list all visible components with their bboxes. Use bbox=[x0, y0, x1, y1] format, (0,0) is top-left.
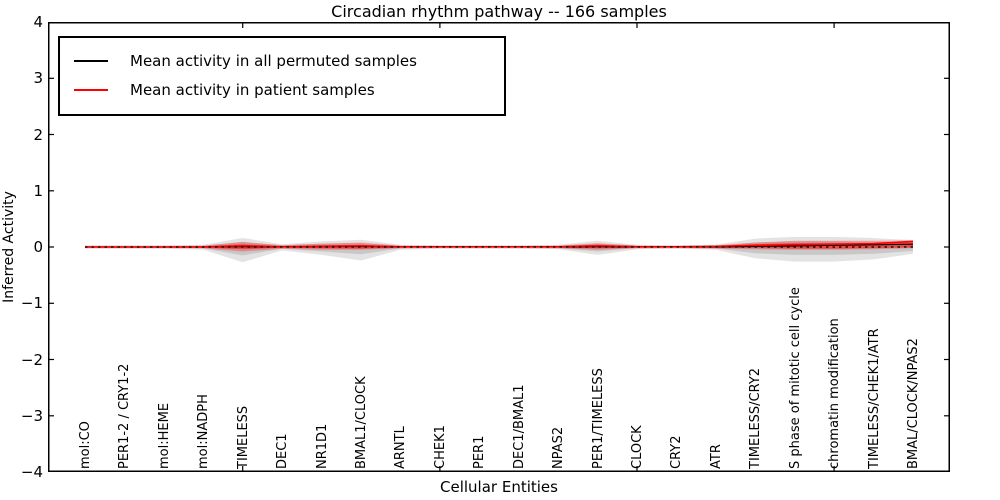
x-category-label: DEC1/BMAL1 bbox=[511, 384, 527, 470]
axes-spines bbox=[48, 22, 950, 472]
y-tick-label: −4 bbox=[20, 463, 43, 481]
y-tick-label: 1 bbox=[33, 181, 43, 200]
x-category-label: mol:HEME bbox=[156, 402, 172, 469]
x-category-label: DEC1 bbox=[275, 433, 291, 469]
x-category-label: PER1/TIMELESS bbox=[590, 368, 606, 469]
legend-label-permuted: Mean activity in all permuted samples bbox=[130, 51, 417, 70]
legend-entry-permuted: Mean activity in all permuted samples bbox=[74, 46, 494, 75]
y-tick-label: 0 bbox=[33, 238, 43, 256]
x-category-label: BMAL/CLOCK/NPAS2 bbox=[905, 338, 921, 469]
x-category-label: CRY2 bbox=[669, 435, 685, 470]
legend-label-patient: Mean activity in patient samples bbox=[130, 80, 375, 99]
x-category-label: BMAL1/CLOCK bbox=[353, 376, 369, 469]
x-axis-label: Cellular Entities bbox=[440, 478, 558, 496]
x-category-label: TIMELESS bbox=[235, 405, 251, 469]
y-tick-label: 4 bbox=[33, 13, 43, 31]
plot-area bbox=[48, 22, 950, 472]
legend: Mean activity in all permuted samples Me… bbox=[58, 36, 506, 116]
patient-line-sample-icon bbox=[74, 88, 108, 91]
patient-range-band bbox=[85, 240, 913, 252]
y-tick-label: −3 bbox=[20, 406, 43, 425]
x-category-label: NR1D1 bbox=[314, 423, 330, 469]
x-category-label: chromatin modification bbox=[827, 318, 843, 469]
x-category-label: mol:NADPH bbox=[196, 394, 212, 469]
x-category-label: CLOCK bbox=[629, 425, 645, 469]
x-category-label: CHEK1 bbox=[432, 425, 448, 469]
legend-entry-patient: Mean activity in patient samples bbox=[74, 75, 494, 104]
x-category-label: TIMELESS/CRY2 bbox=[748, 367, 764, 469]
x-category-label: S phase of mitotic cell cycle bbox=[787, 287, 803, 469]
permuted-range-band bbox=[85, 236, 913, 263]
y-tick-label: −2 bbox=[20, 350, 43, 369]
permuted-line-sample-icon bbox=[74, 59, 108, 62]
chart-title: Circadian rhythm pathway -- 166 samples bbox=[331, 2, 667, 21]
x-category-label: ARNTL bbox=[393, 426, 409, 469]
y-tick-label: −1 bbox=[20, 294, 43, 313]
x-category-label: PER1 bbox=[472, 435, 488, 469]
x-category-label: PER1-2 / CRY1-2 bbox=[117, 363, 133, 469]
x-category-label: TIMELESS/CHEK1/ATR bbox=[866, 328, 882, 469]
x-category-label: NPAS2 bbox=[551, 426, 567, 469]
y-tick-label: 2 bbox=[33, 125, 43, 144]
y-tick-label: 3 bbox=[33, 69, 43, 88]
permuted-std-band bbox=[85, 241, 913, 256]
x-category-label: mol:CO bbox=[78, 421, 93, 469]
x-category-label: ATR bbox=[708, 444, 724, 469]
